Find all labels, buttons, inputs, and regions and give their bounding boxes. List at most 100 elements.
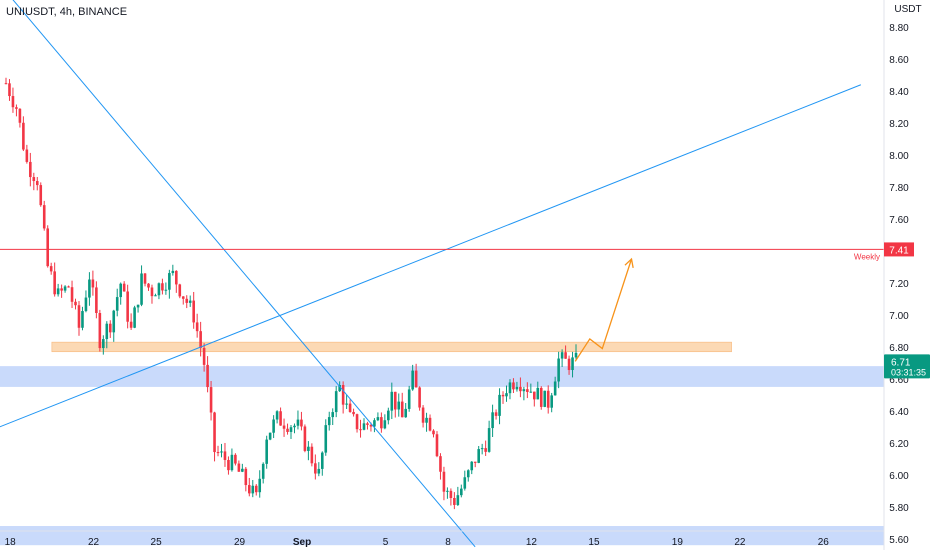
- candle: [247, 485, 251, 494]
- y-tick-label: 7.60: [889, 215, 909, 226]
- axis-unit: USDT: [894, 4, 921, 15]
- candle: [567, 358, 571, 371]
- candle: [529, 391, 533, 393]
- bar-countdown: 03:31:35: [891, 367, 926, 377]
- candle: [140, 273, 143, 305]
- candle: [206, 364, 209, 388]
- candle: [108, 323, 112, 333]
- candle: [307, 446, 310, 451]
- candle: [338, 385, 341, 392]
- candle: [74, 301, 77, 306]
- candle: [522, 389, 526, 392]
- candle: [460, 488, 463, 496]
- candle: [421, 407, 425, 423]
- y-tick-label: 6.20: [889, 439, 909, 450]
- candle: [143, 273, 147, 284]
- last-price-value: 6.71: [891, 357, 911, 368]
- candle: [428, 417, 432, 431]
- candle: [265, 439, 268, 464]
- y-tick-label: 8.80: [889, 23, 909, 34]
- candle: [275, 411, 279, 420]
- candle: [46, 228, 50, 267]
- candle: [376, 417, 380, 421]
- y-tick-label: 8.60: [889, 55, 909, 66]
- candle: [327, 417, 331, 426]
- candle: [234, 454, 237, 464]
- candle: [466, 470, 470, 478]
- candle: [571, 357, 574, 371]
- candle: [202, 347, 206, 365]
- candle: [501, 394, 505, 397]
- candle: [546, 390, 550, 408]
- x-tick-label: 5: [383, 537, 389, 548]
- candle: [4, 83, 8, 85]
- y-tick-label: 8.00: [889, 151, 909, 162]
- y-tick-label: 6.40: [889, 407, 909, 418]
- y-tick-label: 5.80: [889, 503, 909, 514]
- x-tick-label: 19: [672, 537, 684, 548]
- candle: [508, 382, 512, 394]
- x-tick-label: 26: [818, 537, 830, 548]
- candle: [564, 352, 567, 359]
- candle: [536, 387, 540, 400]
- candle: [543, 390, 547, 407]
- candle: [300, 419, 303, 427]
- projection-path: [574, 258, 633, 362]
- candle: [560, 352, 564, 359]
- candle: [380, 417, 383, 429]
- candle: [241, 468, 244, 472]
- candle: [119, 283, 122, 298]
- candle: [432, 430, 435, 435]
- y-tick-label: 5.60: [889, 535, 909, 546]
- candle: [213, 412, 216, 453]
- candle: [29, 161, 32, 178]
- candle: [456, 495, 460, 505]
- candle: [400, 401, 404, 418]
- candle: [254, 485, 258, 493]
- candle: [32, 177, 36, 182]
- x-tick-label: 12: [526, 537, 538, 548]
- candle: [442, 471, 446, 492]
- candle: [133, 307, 136, 328]
- candle: [157, 283, 161, 296]
- candle: [352, 411, 355, 415]
- candle: [258, 478, 262, 493]
- candle: [574, 352, 578, 358]
- candle: [115, 297, 119, 311]
- candle: [533, 391, 536, 400]
- candle: [331, 412, 335, 418]
- candle: [484, 448, 487, 452]
- candle: [480, 448, 484, 450]
- candle: [515, 386, 519, 390]
- last-price-tag: [884, 354, 930, 379]
- candle: [341, 385, 345, 405]
- candle: [512, 382, 515, 390]
- candle: [293, 425, 296, 428]
- time-axis[interactable]: 18 22 25 29 Sep 5 8 12 15 19 22 26: [0, 530, 884, 548]
- candle: [359, 429, 362, 431]
- x-tick-label: 8: [445, 537, 451, 548]
- candle: [227, 459, 230, 471]
- candle: [60, 288, 63, 291]
- candle: [362, 423, 366, 430]
- candle: [373, 420, 376, 427]
- candle: [39, 185, 43, 206]
- candle: [557, 358, 560, 382]
- candle: [404, 408, 408, 418]
- candle: [519, 386, 522, 392]
- candle: [11, 96, 15, 108]
- candle: [539, 387, 543, 407]
- candle: [334, 391, 338, 413]
- candle: [175, 270, 178, 285]
- candle: [88, 279, 91, 298]
- candle: [366, 423, 369, 425]
- candle: [56, 288, 60, 295]
- candle: [95, 287, 98, 314]
- candle: [369, 424, 373, 427]
- candle: [320, 452, 324, 469]
- price-axis[interactable]: USDT8.808.608.408.208.007.807.607.407.20…: [883, 0, 930, 550]
- y-tick-label: 6.80: [889, 343, 909, 354]
- candle: [22, 122, 25, 150]
- candle: [470, 461, 474, 471]
